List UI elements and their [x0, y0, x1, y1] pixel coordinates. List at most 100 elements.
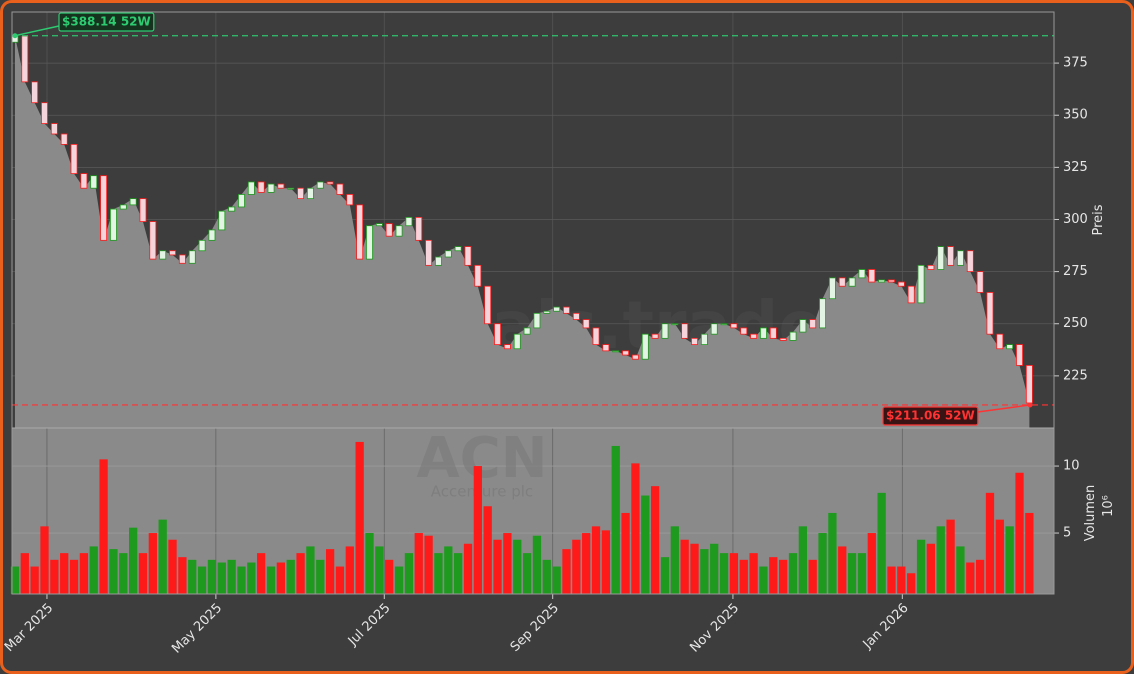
candle-body — [474, 264, 482, 287]
volume-bar — [995, 519, 1004, 594]
annotation-box — [58, 12, 155, 32]
volume-bar — [306, 546, 315, 594]
volume-bar — [355, 441, 364, 594]
volume-bar — [345, 546, 354, 594]
volume-bar — [946, 519, 955, 594]
annotation-label: $388.14 52W — [62, 15, 151, 29]
candle-body — [760, 327, 767, 339]
plot-border — [11, 11, 1055, 595]
candle-body — [897, 281, 905, 287]
volume-bar — [690, 543, 699, 594]
volume-bar — [966, 562, 975, 594]
candle-body — [80, 173, 88, 189]
candle-body — [257, 181, 265, 193]
candle-body — [228, 206, 236, 212]
volume-bar — [956, 546, 965, 594]
volume-bar — [808, 559, 817, 594]
candle-body — [631, 354, 639, 360]
volume-bar — [680, 539, 689, 594]
volume-bar — [779, 559, 788, 594]
y-tick-label: 325 — [1063, 160, 1088, 175]
volume-bar — [247, 562, 256, 594]
candle-body — [966, 250, 974, 273]
volume-bar — [168, 539, 177, 594]
volume-bar — [887, 566, 896, 594]
candle-body — [789, 331, 797, 341]
volume-bar — [434, 553, 443, 594]
candle-body — [720, 323, 728, 326]
volume-tick-label: 10 — [1063, 459, 1080, 474]
candle-body — [523, 327, 531, 335]
volume-bar — [867, 533, 876, 594]
candle-body — [444, 250, 452, 258]
volume-bar — [582, 533, 591, 594]
volume-bar — [217, 562, 226, 594]
candle-body — [267, 183, 275, 193]
candle-body — [169, 250, 176, 256]
volume-bar — [907, 573, 916, 594]
volume-bar — [109, 549, 118, 594]
candle-body — [31, 81, 39, 104]
volume-bar — [316, 559, 325, 594]
candle-body — [838, 277, 846, 287]
volume-bar — [877, 492, 886, 594]
volume-bar — [89, 546, 98, 594]
volume-bar — [847, 553, 857, 594]
volume-bar — [769, 557, 778, 594]
candle-body — [70, 144, 78, 175]
candle-body — [710, 323, 718, 335]
volume-bar — [650, 486, 660, 594]
volume-bar — [483, 506, 492, 594]
symbol-watermark: ACN — [416, 426, 547, 491]
candle-body — [326, 181, 334, 185]
volume-bar — [985, 492, 995, 594]
candle-body — [1016, 344, 1023, 366]
y-tick-label: 250 — [1063, 316, 1088, 331]
volume-bar — [493, 539, 502, 594]
volume-bar — [897, 566, 906, 594]
candle-body — [60, 133, 68, 145]
candle-body — [297, 187, 305, 200]
candle-body — [799, 319, 807, 333]
candle-body — [927, 264, 935, 270]
volume-bar — [60, 553, 69, 594]
volume-bar — [818, 533, 827, 594]
volume-bar — [257, 553, 266, 594]
volume-bar — [158, 519, 167, 594]
volume-tick-label: 5 — [1063, 526, 1071, 541]
candle-body — [513, 333, 521, 350]
volume-bar — [463, 543, 473, 594]
volume-bar — [916, 539, 926, 594]
candle-body — [1025, 365, 1033, 404]
volume-bar — [739, 559, 748, 594]
y-tick-label: 350 — [1063, 108, 1088, 123]
company-watermark: Accenture plc — [431, 483, 533, 501]
candle-body — [1006, 344, 1014, 350]
candle-body — [986, 292, 994, 335]
candle-body — [198, 239, 206, 252]
candle-body — [809, 319, 817, 329]
candle-body — [582, 319, 590, 329]
volume-bar — [197, 566, 207, 594]
candle-body — [484, 285, 492, 325]
volume-bar — [178, 557, 187, 594]
candle-body — [208, 229, 216, 241]
volume-bar — [926, 543, 936, 594]
volume-bar — [788, 553, 798, 594]
volume-bar — [99, 459, 108, 594]
volume-bar — [129, 527, 138, 594]
candle-body — [464, 246, 472, 266]
volume-bar — [719, 553, 729, 594]
candle-body — [346, 194, 354, 206]
candle-body — [139, 198, 147, 222]
price-area — [14, 35, 1030, 428]
candle-body — [917, 264, 925, 304]
candle-body — [641, 333, 649, 360]
y-tick-label: 375 — [1063, 56, 1088, 71]
candle-body — [622, 350, 630, 356]
candle-body — [375, 223, 383, 227]
candle-body — [356, 204, 364, 260]
volume-bar — [414, 533, 423, 594]
candle-body — [188, 250, 196, 264]
